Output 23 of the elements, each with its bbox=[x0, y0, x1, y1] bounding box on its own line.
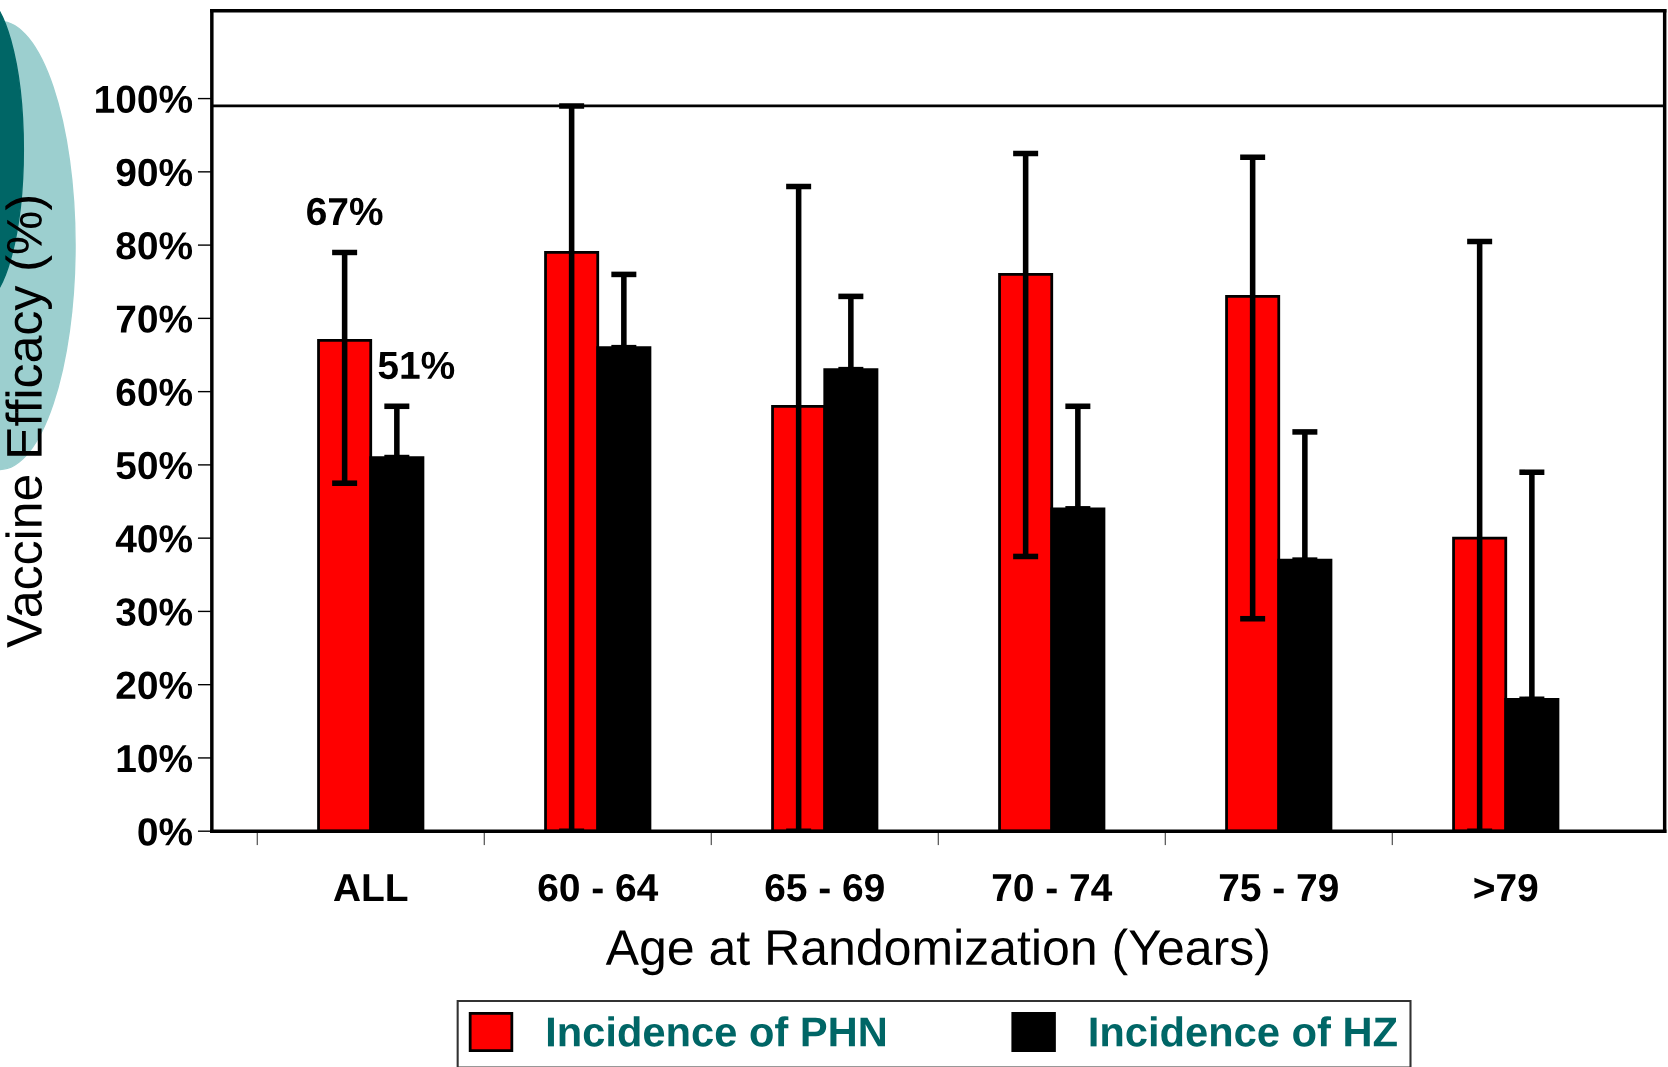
legend-label: Incidence of PHN bbox=[547, 1016, 886, 1047]
y-tick-label: 90% bbox=[116, 158, 193, 187]
y-tick-label: 10% bbox=[117, 744, 193, 773]
y-axis-title: Vaccine Efficacy (%) bbox=[5, 197, 52, 648]
x-tick-label: 75 - 79 bbox=[1219, 873, 1338, 902]
y-tick-label: 60% bbox=[116, 378, 193, 407]
x-tick-label: ALL bbox=[333, 874, 408, 902]
data-label: 51% bbox=[378, 351, 455, 380]
y-tick-label: 20% bbox=[116, 671, 193, 700]
y-tick-label: 0% bbox=[138, 818, 193, 846]
y-tick-label: 30% bbox=[116, 598, 193, 626]
legend-label: Incidence of HZ bbox=[1090, 1016, 1397, 1047]
y-tick-label: 40% bbox=[115, 525, 193, 553]
x-tick-label: >79 bbox=[1474, 873, 1538, 902]
y-tick-label: 80% bbox=[116, 232, 193, 260]
y-tick-label: 100% bbox=[96, 85, 193, 114]
x-axis-title: Age at Randomization (Years) bbox=[605, 928, 1268, 976]
x-tick-label: 65 - 69 bbox=[765, 873, 884, 902]
x-tick-label: 70 - 74 bbox=[992, 873, 1113, 902]
y-tick-label: 70% bbox=[116, 305, 193, 333]
y-tick-label: 50% bbox=[116, 451, 193, 480]
x-tick-label: 60 - 64 bbox=[538, 873, 659, 902]
data-label: 67% bbox=[307, 197, 383, 226]
